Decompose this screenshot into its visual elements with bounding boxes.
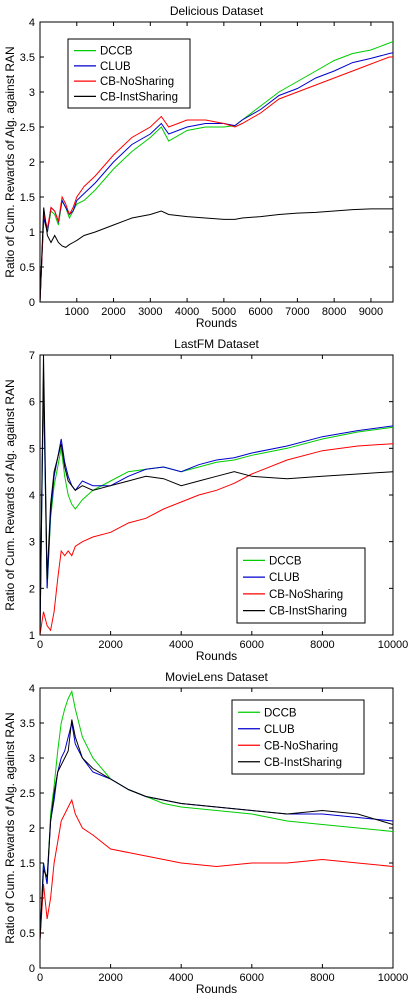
y-tick-label: 0.5 (20, 928, 35, 940)
y-tick-label: 1 (29, 630, 35, 642)
series-line-cb-nosharing (40, 798, 393, 941)
series-line-dccb (40, 689, 393, 941)
legend: DCCB CLUB CB-NoSharing CB-InstSharing (236, 547, 366, 624)
x-tick-label: 4000 (169, 639, 193, 651)
legend-entry: CB-NoSharing (269, 589, 343, 601)
y-tick-label: 2 (29, 157, 35, 169)
y-tick-label: 5 (29, 443, 35, 455)
x-tick-label: 8000 (310, 639, 334, 651)
y-tick-label: 1.5 (20, 192, 35, 204)
x-tick-label: 6000 (248, 306, 272, 318)
chart-panel-1: Delicious Dataset 1000 2000 3000 4000 5000 600… (3, 4, 394, 330)
y-tick-label: 7 (29, 350, 35, 362)
y-tick-label: 4 (29, 490, 35, 502)
x-tick-label: 6000 (240, 972, 264, 984)
x-tick-label: 5000 (212, 306, 236, 318)
chart-panel-2: LastFM Dataset 0 2000 4000 6000 8000 10000 1 2 3 4… (3, 337, 408, 663)
legend: DCCB CLUB CB-NoSharing CB-InstSharing (67, 38, 191, 109)
x-axis-label: Rounds (196, 649, 237, 663)
y-tick-label: 3.5 (20, 52, 35, 64)
series-line-cb-instsharing (40, 207, 393, 302)
chart-title: LastFM Dataset (174, 337, 259, 351)
x-tick-label: 0 (37, 639, 43, 651)
y-tick-label: 2.5 (20, 122, 35, 134)
x-tick-label: 2000 (98, 972, 122, 984)
legend: DCCB CLUB CB-NoSharing CB-InstSharing (231, 699, 365, 775)
series-line-club (40, 378, 393, 635)
y-tick-label: 3 (29, 87, 35, 99)
x-tick-label: 2000 (101, 306, 125, 318)
y-tick-label: 6 (29, 397, 35, 409)
legend-entry: DCCB (100, 46, 133, 58)
legend-entry: CLUB (100, 61, 131, 73)
x-tick-label: 2000 (98, 639, 122, 651)
y-tick-label: 4 (29, 683, 35, 695)
y-tick-label: 3 (29, 537, 35, 549)
y-tick-label: 2 (29, 583, 35, 595)
y-axis-label: Ratio of Cum. Rewards of Alg. against RA… (3, 379, 17, 610)
y-tick-label: 1.5 (20, 858, 35, 870)
x-tick-label: 1000 (65, 306, 89, 318)
x-tick-label: 7000 (285, 306, 309, 318)
y-tick-label: 3 (29, 753, 35, 765)
legend-entry: CB-NoSharing (100, 76, 174, 88)
x-tick-label: 8000 (322, 306, 346, 318)
series-line-cb-nosharing (40, 56, 393, 302)
legend-entry: CB-InstSharing (100, 91, 178, 103)
x-tick-label: 6000 (240, 639, 264, 651)
y-tick-label: 2 (29, 823, 35, 835)
x-tick-label: 0 (37, 972, 43, 984)
legend-entry: DCCB (269, 555, 302, 567)
chart-title: MovieLens Dataset (165, 670, 268, 684)
legend-entry: CLUB (264, 724, 295, 736)
y-tick-label: 2.5 (20, 788, 35, 800)
x-tick-label: 10000 (378, 972, 409, 984)
y-tick-label: 0 (29, 297, 35, 309)
x-tick-label: 4000 (175, 306, 199, 318)
x-tick-label: 8000 (310, 972, 334, 984)
legend-entry: CB-InstSharing (264, 757, 342, 769)
x-tick-label: 3000 (138, 306, 162, 318)
series-line-cb-instsharing (40, 355, 393, 635)
legend-entry: CB-NoSharing (264, 740, 338, 752)
chart-panel-3: MovieLens Dataset 0 2000 4000 6000 8000 10000 0… (3, 670, 408, 996)
series-line-cb-instsharing (40, 719, 393, 941)
x-tick-label: 4000 (169, 972, 193, 984)
legend-entry: DCCB (264, 707, 297, 719)
chart-title: Delicious Dataset (170, 4, 264, 18)
x-tick-label: 9000 (359, 306, 383, 318)
x-axis-label: Rounds (196, 316, 237, 330)
y-tick-label: 3.5 (20, 718, 35, 730)
y-tick-label: 4 (29, 17, 35, 29)
x-axis-label: Rounds (196, 982, 237, 996)
y-tick-label: 0.5 (20, 262, 35, 274)
legend-entry: CLUB (269, 572, 300, 584)
y-tick-label: 1 (29, 227, 35, 239)
y-tick-label: 1 (29, 893, 35, 905)
legend-entry: CB-InstSharing (269, 606, 347, 618)
x-tick-label: 10000 (378, 639, 409, 651)
y-axis-label: Ratio of Cum. Rewards of Alg. against RA… (3, 46, 17, 277)
y-axis-label: Ratio of Cum. Rewards of Alg. against RA… (3, 712, 17, 943)
y-tick-label: 0 (29, 963, 35, 975)
series-line-dccb (40, 41, 393, 302)
